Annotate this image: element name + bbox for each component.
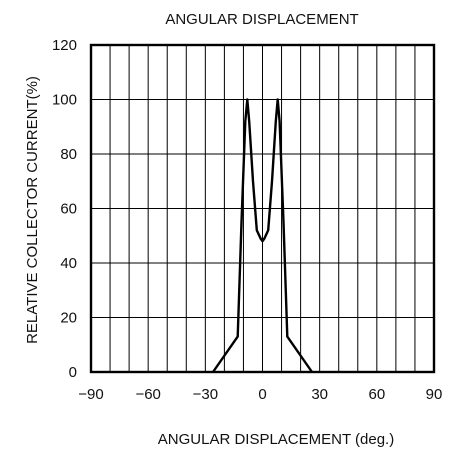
y-tick-label: 100 xyxy=(52,92,77,109)
x-tick-label: 60 xyxy=(368,386,385,403)
x-tick-label: −30 xyxy=(193,386,218,403)
plot-frame xyxy=(89,43,436,374)
series-layer xyxy=(212,98,313,373)
x-tick-label: −90 xyxy=(78,386,103,403)
y-tick-label: 120 xyxy=(52,37,77,54)
tick-labels: −90 −60 −30 0 30 60 90 0 20 40 60 80 100 120 xyxy=(52,37,442,403)
y-tick-label: 80 xyxy=(60,146,77,163)
series-line xyxy=(212,98,313,373)
x-tick-label: 90 xyxy=(426,386,443,403)
x-axis-label: ANGULAR DISPLACEMENT (deg.) xyxy=(158,431,394,448)
y-tick-label: 60 xyxy=(60,201,77,218)
grid xyxy=(91,45,434,372)
y-tick-label: 20 xyxy=(60,310,77,327)
x-tick-label: −60 xyxy=(135,386,160,403)
y-tick-label: 40 xyxy=(60,255,77,272)
chart-title: ANGULAR DISPLACEMENT xyxy=(165,11,358,28)
y-tick-label: 0 xyxy=(69,364,77,381)
y-axis-label: RELATIVE COLLECTOR CURRENT(%) xyxy=(24,76,41,344)
x-tick-label: 0 xyxy=(258,386,266,403)
x-tick-label: 30 xyxy=(311,386,328,403)
